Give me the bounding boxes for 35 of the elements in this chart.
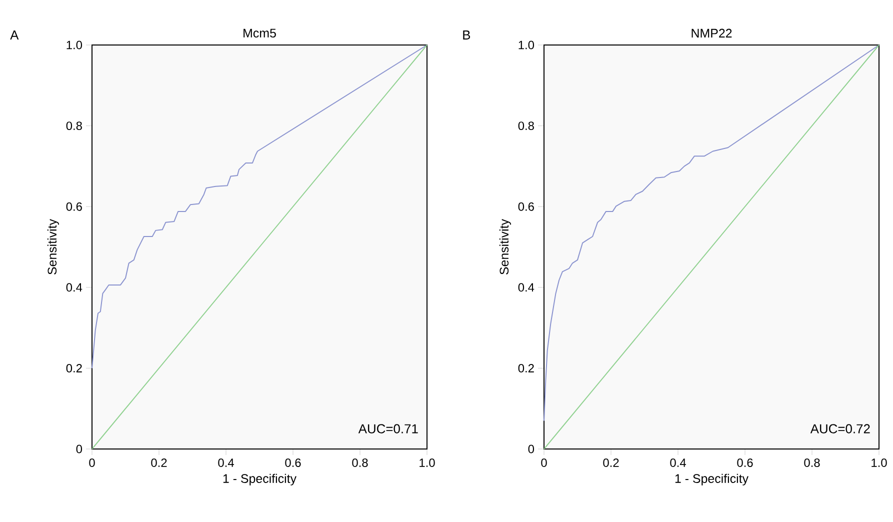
y-tick-label: 0.4 bbox=[66, 283, 82, 292]
y-tick-label: 0 bbox=[528, 444, 534, 454]
y-tick-label: 0.8 bbox=[518, 122, 534, 130]
x-tick-label: 1.0 bbox=[872, 458, 887, 467]
x-tick-label: 0.4 bbox=[218, 458, 234, 467]
y-tick-label: 0.2 bbox=[518, 364, 534, 372]
annotation: AUC=0.71 bbox=[358, 424, 418, 434]
y-tick-label: 0.6 bbox=[66, 202, 82, 211]
x-axis-title: 1 - Specificity bbox=[223, 474, 296, 486]
y-tick-label: 0.2 bbox=[66, 364, 82, 372]
x-tick-label: 0.2 bbox=[151, 458, 167, 467]
chart-title: Mcm5 bbox=[244, 28, 276, 38]
y-tick-label: 1.0 bbox=[66, 40, 82, 50]
x-tick-label: 0.4 bbox=[670, 458, 686, 467]
x-tick-label: 0.8 bbox=[804, 458, 820, 467]
text: B bbox=[463, 30, 470, 40]
x-tick-label: 0.6 bbox=[285, 458, 301, 467]
annotation: AUC=0.72 bbox=[810, 424, 870, 434]
line-series bbox=[92, 44, 428, 369]
y-tick-label: 1.0 bbox=[518, 40, 534, 50]
x-tick-label: 0.2 bbox=[603, 458, 619, 467]
y-tick-label: 0.6 bbox=[518, 202, 534, 211]
y-axis-title: Sensitivity bbox=[47, 219, 60, 274]
x-tick-label: 0 bbox=[89, 458, 95, 467]
chart-title: NMP22 bbox=[692, 28, 732, 38]
y-axis-title: Sensitivity bbox=[499, 219, 512, 274]
x-tick-label: 0 bbox=[541, 458, 547, 467]
x-tick-label: 1.0 bbox=[420, 458, 435, 467]
x-tick-label: 0.6 bbox=[737, 458, 753, 467]
x-axis-title: 1 - Specificity bbox=[675, 474, 748, 486]
y-tick-label: 0.8 bbox=[66, 122, 82, 130]
x-tick-label: 0.8 bbox=[352, 458, 368, 467]
text: A bbox=[10, 30, 19, 40]
y-tick-label: 0 bbox=[76, 444, 82, 454]
y-tick-label: 0.4 bbox=[518, 283, 534, 292]
